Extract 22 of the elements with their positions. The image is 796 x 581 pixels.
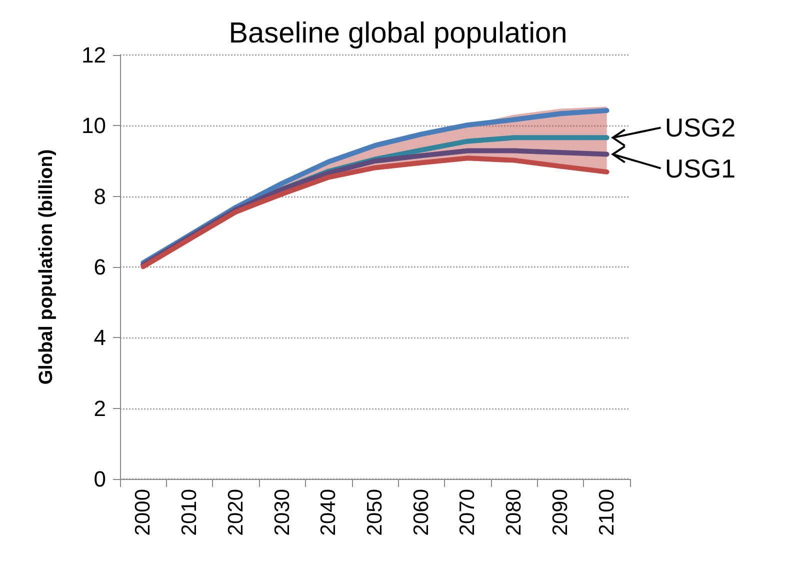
text: USG1 (664, 153, 736, 184)
y-axis-title: Global population (billion) (36, 149, 57, 385)
chart-title: Baseline global population (228, 18, 568, 50)
x-tick-label: 2070 (456, 489, 480, 536)
x-tick-label: 2020 (224, 489, 248, 536)
x-tick-label: 2090 (548, 489, 572, 536)
y-tick-label: 2 (94, 396, 106, 421)
x-tick-label: 2000 (132, 489, 155, 536)
y-tick-label: 10 (82, 113, 106, 138)
y-tick-label: 6 (94, 254, 106, 280)
y-tick-label: 4 (94, 325, 106, 350)
y-tick-label: 0 (94, 466, 106, 492)
x-tick-label: 2100 (595, 489, 618, 536)
x-tick-label: 2010 (178, 489, 202, 536)
y-tick-label: 8 (94, 184, 106, 209)
x-tick-label: 2050 (364, 489, 386, 536)
text: USG2 (664, 112, 736, 143)
x-tick-label: 2080 (502, 489, 526, 536)
x-tick-label: 2040 (317, 489, 340, 536)
x-tick-label: 2060 (410, 489, 433, 536)
x-tick-label: 2030 (270, 489, 294, 536)
y-tick-label: 12 (82, 42, 106, 68)
